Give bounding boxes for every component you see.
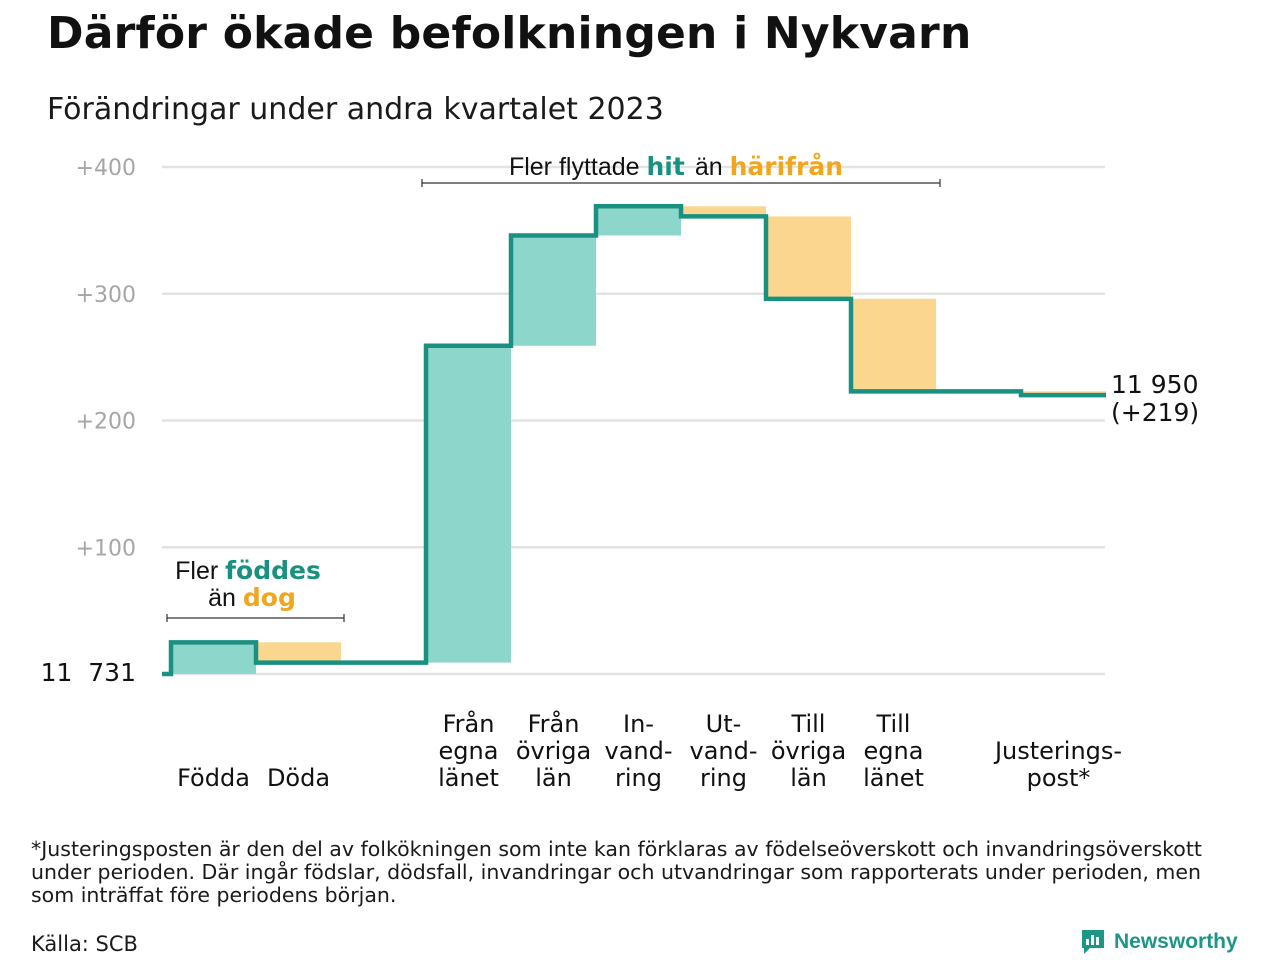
waterfall-bar (511, 235, 596, 346)
category-label: Justerings- (993, 737, 1122, 765)
category-label: ring (700, 764, 747, 792)
category-label: län (790, 764, 827, 792)
brand-name: Newsworthy (1114, 930, 1238, 953)
category-label: post* (1027, 764, 1091, 792)
waterfall-bar (681, 206, 766, 217)
waterfall-bar (851, 298, 936, 392)
births-deaths-annotation: Fler föddes än dog (166, 556, 345, 622)
brand[interactable]: Newsworthy (1080, 928, 1238, 956)
category-label: egna (864, 737, 924, 765)
category-label: län (535, 764, 572, 792)
category-label: In- (623, 710, 654, 738)
footnote: *Justeringsposten är den del av folkökni… (31, 837, 1202, 907)
category-label: Till (876, 710, 911, 738)
annotation-text: än (695, 153, 730, 181)
chart-title: Därför ökade befolkningen i Nykvarn (47, 8, 972, 59)
end-value-label: 11 950 (1111, 370, 1198, 399)
y-tick-label: +300 (76, 283, 136, 308)
waterfall-bar (171, 642, 256, 674)
annotation-text: Fler (175, 557, 225, 585)
category-labels: Födda DödaFrånegnalänetFrånövrigalänIn-va… (177, 709, 1122, 792)
annotation-highlight-harifran: härifrån (730, 152, 843, 181)
bars (171, 206, 1106, 674)
waterfall-bar (766, 216, 851, 299)
category-label: Från (443, 709, 495, 738)
y-axis-ticks: +100 +200 +300 +400 (76, 156, 136, 561)
gridlines (162, 165, 1105, 676)
category-label: Till (791, 710, 826, 738)
source-label: Källa: SCB (31, 932, 138, 956)
annotation-highlight-doda: dog (243, 583, 296, 612)
category-label: länet (863, 764, 924, 792)
category-label: ring (615, 764, 662, 792)
chart-subtitle: Förändringar under andra kvartalet 2023 (47, 92, 664, 127)
waterfall-bar (426, 345, 511, 663)
svg-text:än dog: än dog (208, 583, 296, 612)
y-tick-label: +400 (76, 156, 136, 181)
annotation-highlight-fodda: föddes (225, 556, 321, 585)
category-label: Ut- (706, 710, 742, 738)
category-label: länet (438, 764, 499, 792)
category-label: vand- (604, 737, 672, 765)
waterfall-bar (596, 206, 681, 236)
category-label: övriga (771, 737, 846, 765)
category-label: Från (528, 709, 580, 738)
migration-annotation: Fler flyttade hit än härifrån (421, 152, 941, 187)
running-total-line (162, 204, 1106, 677)
running-total-path (162, 204, 1106, 677)
category-label: Döda (267, 764, 330, 792)
category-label: vand- (689, 737, 757, 765)
y-tick-label: +100 (76, 536, 136, 561)
annotation-text: Fler flyttade (509, 153, 647, 181)
annotation-highlight-hit: hit (647, 152, 685, 181)
category-label: egna (439, 737, 499, 765)
newsworthy-logo-icon (1082, 930, 1104, 954)
end-change-label: (+219) (1111, 398, 1199, 427)
category-label: Födda (177, 764, 250, 792)
start-value-label: 11 731 (41, 658, 136, 687)
y-tick-label: +200 (76, 410, 136, 435)
waterfall-bar (256, 642, 341, 663)
annotation-text: än (208, 584, 243, 612)
svg-text:Fler föddes: Fler föddes (175, 556, 321, 585)
category-label: övriga (516, 737, 591, 765)
